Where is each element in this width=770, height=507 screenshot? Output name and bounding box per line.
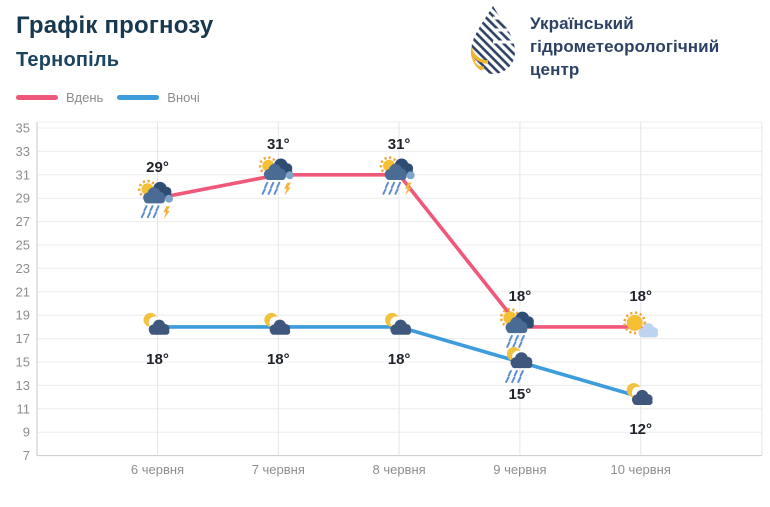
x-axis-tick-label: 8 червня xyxy=(372,462,425,477)
x-axis-tick-label: 6 червня xyxy=(131,462,184,477)
point-temperature-label: 18° xyxy=(267,351,290,368)
sun-storm-icon xyxy=(379,156,415,196)
sun-rain-icon xyxy=(499,307,534,348)
logo-text-line: центр xyxy=(530,60,580,79)
logo-text-line: Український xyxy=(530,14,634,33)
point-temperature-label: 29° xyxy=(146,159,169,176)
page-title: Графік прогнозу xyxy=(16,12,214,39)
chart-legend: Вдень Вночі xyxy=(16,90,214,105)
x-axis-tick-label: 9 червня xyxy=(493,462,546,477)
x-axis-tick-label: 10 червня xyxy=(610,462,670,477)
uhmc-logo: Український гідрометеорологічний центр xyxy=(466,4,719,81)
y-axis-tick-label: 35 xyxy=(16,121,30,136)
y-axis-tick-label: 23 xyxy=(16,261,30,276)
legend-label: Вночі xyxy=(167,90,200,105)
legend-swatch xyxy=(117,95,160,100)
y-axis-tick-label: 21 xyxy=(16,284,30,299)
point-temperature-label: 12° xyxy=(629,421,652,438)
y-axis-tick-label: 17 xyxy=(16,331,30,346)
moon-cloud-icon xyxy=(143,312,170,335)
water-drop-logo-icon xyxy=(471,6,515,74)
point-temperature-label: 31° xyxy=(267,136,290,153)
point-temperature-label: 18° xyxy=(146,351,169,368)
y-axis-tick-label: 7 xyxy=(23,448,30,463)
point-temperature-label: 15° xyxy=(509,386,532,403)
y-axis-tick-label: 15 xyxy=(16,355,30,370)
moon-cloud-icon xyxy=(626,383,653,405)
y-axis-tick-label: 11 xyxy=(17,401,31,416)
y-axis-tick-label: 9 xyxy=(23,425,30,440)
point-temperature-label: 31° xyxy=(388,136,411,153)
y-axis-tick-label: 29 xyxy=(16,191,30,206)
page-subtitle: Тернопіль xyxy=(16,49,120,71)
moon-cloud-icon xyxy=(385,312,411,335)
y-axis-tick-label: 27 xyxy=(16,214,30,229)
logo-text: Український гідрометеорологічний центр xyxy=(530,12,719,81)
legend-item: Вночі xyxy=(117,90,200,105)
moon-rain-icon xyxy=(505,347,533,383)
point-temperature-label: 18° xyxy=(388,351,411,368)
legend-item: Вдень xyxy=(16,90,103,105)
point-temperature-label: 18° xyxy=(509,288,532,305)
sun-storm-icon xyxy=(258,156,294,196)
x-axis-tick-label: 7 червня xyxy=(252,462,305,477)
sun-cloud-icon xyxy=(623,311,659,338)
y-axis-tick-label: 33 xyxy=(16,144,30,159)
logo-text-line: гідрометеорологічний xyxy=(530,37,720,56)
y-axis-tick-label: 25 xyxy=(16,238,30,253)
page-header: Графік прогнозу Тернопіль xyxy=(16,12,213,72)
legend-swatch xyxy=(16,95,58,100)
y-axis-tick-label: 13 xyxy=(16,378,30,393)
legend-label: Вдень xyxy=(66,90,104,105)
sun-storm-icon xyxy=(137,179,173,219)
y-axis-tick-label: 19 xyxy=(16,308,30,323)
y-axis-tick-label: 31 xyxy=(16,167,30,182)
moon-cloud-icon xyxy=(264,312,291,335)
point-temperature-label: 18° xyxy=(629,288,652,305)
